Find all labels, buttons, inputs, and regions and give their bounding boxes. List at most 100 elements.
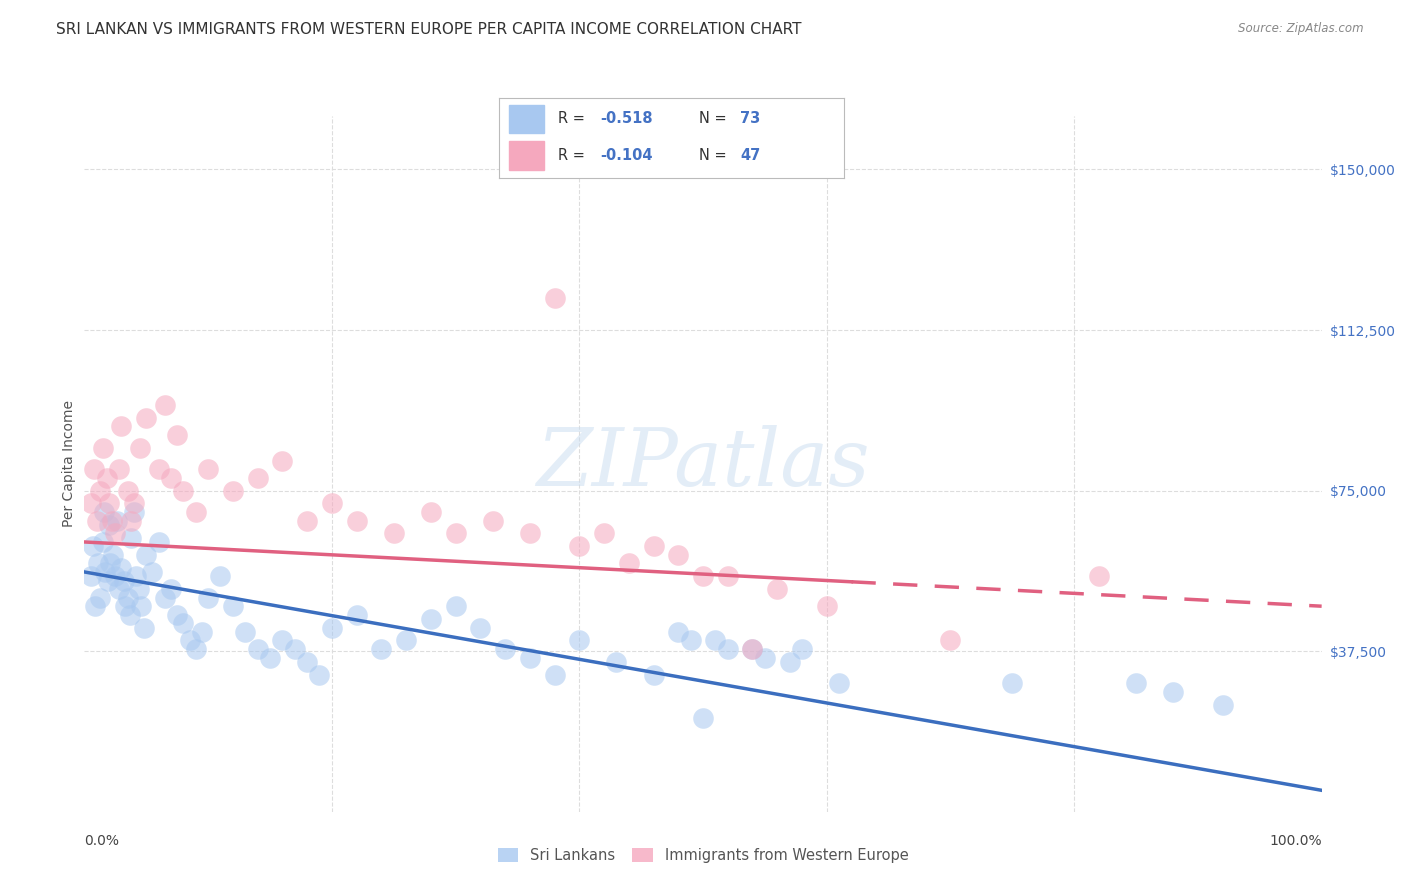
Point <box>122 505 145 519</box>
Point <box>444 599 467 614</box>
Text: ZIPatlas: ZIPatlas <box>536 425 870 502</box>
Point <box>444 526 467 541</box>
Point <box>117 591 139 605</box>
Point <box>172 483 194 498</box>
Point <box>108 582 131 596</box>
Point <box>666 548 689 562</box>
Point <box>617 557 640 571</box>
Point <box>160 582 183 596</box>
Point <box>346 607 368 622</box>
Point <box>122 496 145 510</box>
Point <box>104 569 127 583</box>
Point <box>105 514 128 528</box>
Point <box>643 667 665 681</box>
Point <box>184 505 207 519</box>
Bar <box>509 104 544 134</box>
Point <box>98 557 121 571</box>
Point <box>419 612 441 626</box>
Point <box>494 642 516 657</box>
Point <box>197 591 219 605</box>
Point <box>114 599 136 614</box>
Point <box>593 526 616 541</box>
Point <box>271 453 294 467</box>
Point <box>166 607 188 622</box>
Point <box>779 655 801 669</box>
Bar <box>509 142 544 170</box>
Point <box>135 548 157 562</box>
Point <box>89 483 111 498</box>
Point <box>568 539 591 553</box>
Point <box>96 471 118 485</box>
Point <box>191 624 214 639</box>
Text: 100.0%: 100.0% <box>1270 834 1322 848</box>
Point <box>117 483 139 498</box>
Text: 0.0%: 0.0% <box>84 834 120 848</box>
Point <box>470 621 492 635</box>
Point <box>419 505 441 519</box>
Point <box>1125 676 1147 690</box>
Point <box>148 462 170 476</box>
Point <box>101 548 124 562</box>
Point <box>284 642 307 657</box>
Point <box>295 514 318 528</box>
Point <box>1212 698 1234 712</box>
Point <box>112 574 135 588</box>
Point <box>87 557 110 571</box>
Point <box>135 410 157 425</box>
Point <box>543 667 565 681</box>
Point <box>89 591 111 605</box>
Point <box>704 633 727 648</box>
Point <box>120 531 142 545</box>
Point <box>129 599 152 614</box>
Point <box>939 633 962 648</box>
Point <box>86 514 108 528</box>
Point <box>79 569 101 583</box>
Point <box>83 462 105 476</box>
Point <box>233 624 256 639</box>
Text: 47: 47 <box>741 148 761 163</box>
Point <box>692 569 714 583</box>
Point <box>321 621 343 635</box>
Point <box>543 291 565 305</box>
Point <box>148 535 170 549</box>
Point <box>184 642 207 657</box>
Point <box>209 569 232 583</box>
Point <box>766 582 789 596</box>
Point <box>246 471 269 485</box>
Point <box>108 462 131 476</box>
Point <box>717 642 740 657</box>
Point <box>93 505 115 519</box>
Point <box>370 642 392 657</box>
Point <box>84 599 107 614</box>
Point <box>481 514 503 528</box>
Point <box>160 471 183 485</box>
Point <box>828 676 851 690</box>
Point <box>153 398 176 412</box>
Point <box>166 428 188 442</box>
Point <box>125 569 148 583</box>
Point <box>153 591 176 605</box>
Point <box>679 633 702 648</box>
Point <box>815 599 838 614</box>
Point <box>98 517 121 532</box>
Text: -0.518: -0.518 <box>600 112 654 127</box>
Text: -0.104: -0.104 <box>600 148 654 163</box>
Point <box>82 539 104 553</box>
Point <box>790 642 813 657</box>
Text: N =: N = <box>699 112 731 127</box>
Point <box>321 496 343 510</box>
Point <box>110 560 132 574</box>
Point <box>1088 569 1111 583</box>
Point <box>568 633 591 648</box>
Point <box>519 526 541 541</box>
Point <box>120 607 142 622</box>
Point <box>222 483 245 498</box>
Point <box>141 565 163 579</box>
Text: R =: R = <box>558 112 589 127</box>
Point <box>382 526 405 541</box>
Point <box>605 655 627 669</box>
Point <box>519 650 541 665</box>
Point <box>100 514 122 528</box>
Text: R =: R = <box>558 148 589 163</box>
Point <box>717 569 740 583</box>
